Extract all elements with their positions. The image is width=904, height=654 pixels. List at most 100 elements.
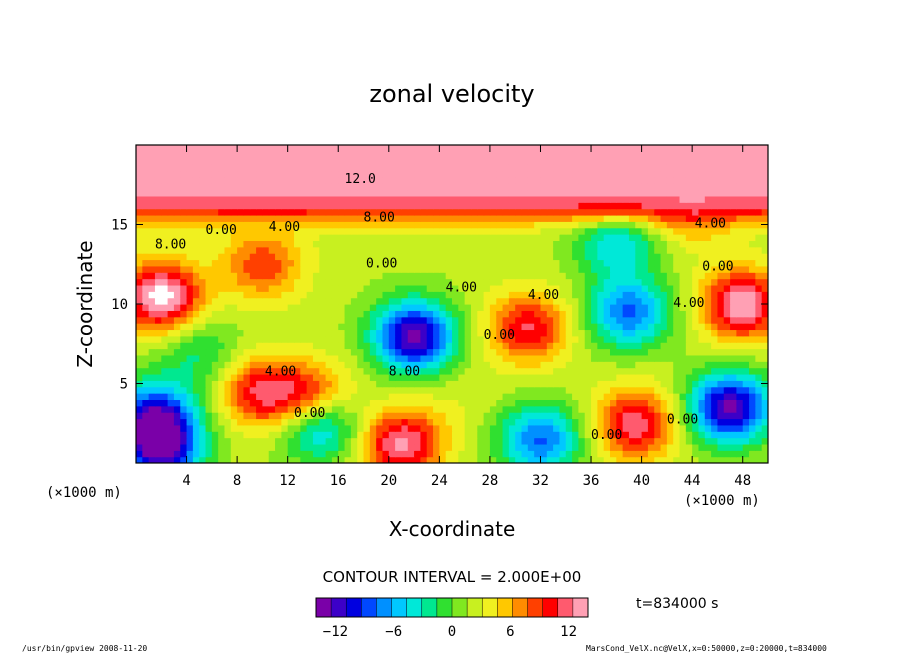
heatmap-cell bbox=[249, 195, 257, 203]
heatmap-cell bbox=[673, 170, 681, 178]
heatmap-cell bbox=[445, 310, 453, 318]
heatmap-cell bbox=[692, 437, 700, 445]
heatmap-cell bbox=[376, 316, 384, 324]
heatmap-cell bbox=[711, 329, 719, 337]
heatmap-cell bbox=[711, 405, 719, 413]
heatmap-cell bbox=[736, 157, 744, 165]
heatmap-cell bbox=[388, 272, 396, 280]
heatmap-cell bbox=[224, 189, 232, 197]
heatmap-cell bbox=[559, 316, 567, 324]
heatmap-cell bbox=[692, 246, 700, 254]
heatmap-cell bbox=[161, 176, 169, 184]
heatmap-cell bbox=[407, 437, 415, 445]
heatmap-cell bbox=[167, 323, 175, 331]
heatmap-cell bbox=[401, 259, 409, 267]
heatmap-cell bbox=[616, 393, 624, 400]
heatmap-cell bbox=[312, 253, 320, 261]
heatmap-cell bbox=[433, 380, 440, 388]
heatmap-cell bbox=[199, 399, 207, 407]
heatmap-cell bbox=[211, 424, 219, 432]
heatmap-cell bbox=[249, 456, 257, 463]
heatmap-cell bbox=[534, 348, 542, 356]
heatmap-cell bbox=[388, 246, 396, 254]
heatmap-cell bbox=[218, 431, 226, 439]
heatmap-cell bbox=[597, 164, 605, 172]
heatmap-cell bbox=[148, 164, 156, 172]
heatmap-cell bbox=[344, 450, 352, 458]
heatmap-cell bbox=[730, 348, 737, 356]
heatmap-cell bbox=[660, 297, 668, 305]
heatmap-cell bbox=[192, 386, 200, 394]
heatmap-cell bbox=[673, 145, 681, 152]
heatmap-cell bbox=[218, 176, 226, 184]
heatmap-cell bbox=[401, 195, 409, 203]
heatmap-cell bbox=[136, 297, 143, 305]
heatmap-cell bbox=[344, 437, 352, 445]
heatmap-cell bbox=[534, 284, 542, 292]
heatmap-cell bbox=[603, 354, 611, 362]
heatmap-cell bbox=[711, 170, 719, 178]
heatmap-cell bbox=[660, 164, 668, 172]
heatmap-cell bbox=[136, 443, 143, 451]
heatmap-cell bbox=[199, 253, 207, 261]
heatmap-cell bbox=[420, 234, 428, 241]
heatmap-cell bbox=[420, 284, 428, 292]
heatmap-cell bbox=[534, 246, 542, 254]
heatmap-cell bbox=[597, 214, 605, 222]
heatmap-cell bbox=[565, 367, 573, 375]
heatmap-cell bbox=[508, 361, 516, 369]
heatmap-cell bbox=[312, 437, 320, 445]
heatmap-cell bbox=[704, 170, 712, 178]
heatmap-cell bbox=[180, 214, 188, 222]
heatmap-cell bbox=[173, 189, 181, 197]
heatmap-cell bbox=[294, 361, 301, 369]
heatmap-cell bbox=[420, 183, 428, 191]
heatmap-cell bbox=[426, 380, 434, 388]
heatmap-cell bbox=[458, 291, 466, 299]
heatmap-cell bbox=[635, 208, 643, 216]
heatmap-cell bbox=[742, 265, 750, 273]
heatmap-cell bbox=[142, 221, 150, 229]
heatmap-cell bbox=[167, 373, 175, 381]
heatmap-cell bbox=[628, 272, 636, 280]
heatmap-cell bbox=[256, 431, 263, 439]
heatmap-cell bbox=[161, 246, 169, 254]
heatmap-cell bbox=[470, 443, 478, 451]
heatmap-cell bbox=[553, 412, 561, 420]
heatmap-cell bbox=[136, 291, 143, 299]
heatmap-cell bbox=[660, 386, 668, 394]
heatmap-cell bbox=[230, 342, 238, 350]
heatmap-cell bbox=[192, 361, 200, 369]
heatmap-cell bbox=[439, 164, 447, 172]
heatmap-cell bbox=[142, 367, 150, 375]
heatmap-cell bbox=[275, 221, 282, 229]
heatmap-cell bbox=[136, 145, 143, 152]
heatmap-cell bbox=[755, 284, 763, 292]
heatmap-cell bbox=[426, 373, 434, 381]
heatmap-cell bbox=[508, 386, 516, 394]
heatmap-cell bbox=[635, 157, 643, 165]
heatmap-cell bbox=[154, 310, 162, 318]
heatmap-cell bbox=[717, 380, 725, 388]
heatmap-cell bbox=[218, 208, 226, 216]
heatmap-cell bbox=[603, 450, 611, 458]
heatmap-cell bbox=[717, 227, 725, 235]
heatmap-cell bbox=[464, 405, 472, 413]
heatmap-cell bbox=[742, 170, 750, 178]
heatmap-cell bbox=[388, 183, 396, 191]
heatmap-cell bbox=[275, 189, 282, 197]
heatmap-cell bbox=[256, 450, 263, 458]
heatmap-cell bbox=[477, 221, 485, 229]
heatmap-cell bbox=[458, 304, 466, 311]
heatmap-cell bbox=[294, 164, 301, 172]
heatmap-cell bbox=[730, 246, 737, 254]
heatmap-cell bbox=[635, 310, 643, 318]
heatmap-cell bbox=[211, 183, 219, 191]
heatmap-cell bbox=[565, 405, 573, 413]
heatmap-cell bbox=[414, 291, 421, 299]
heatmap-cell bbox=[578, 354, 586, 362]
heatmap-cell bbox=[300, 145, 308, 152]
heatmap-cell bbox=[553, 189, 561, 197]
heatmap-cell bbox=[622, 145, 630, 152]
heatmap-cell bbox=[439, 176, 447, 184]
